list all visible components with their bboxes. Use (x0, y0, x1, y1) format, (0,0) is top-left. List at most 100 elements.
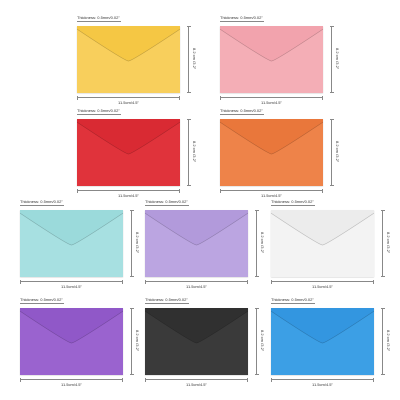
height-label: 8.2 cm /3.2" (135, 329, 140, 351)
width-dimension-line (220, 189, 323, 193)
flap-edge (271, 310, 374, 344)
thickness-label: Thickness: 0.5mm/0.02" (20, 199, 63, 204)
height-label: 8.2 cm /3.2" (260, 231, 265, 253)
height-dimension-line (255, 308, 259, 375)
height-dimension-line (130, 308, 134, 375)
flap-shape (271, 308, 374, 344)
height-dimension-line (381, 308, 385, 375)
envelope-body (220, 26, 323, 93)
envelope-body (77, 119, 180, 186)
envelope-body (20, 210, 123, 277)
thickness-leader-line (20, 303, 64, 304)
height-dimension-line (187, 26, 191, 93)
envelope-body (271, 210, 374, 277)
flap-edge (20, 310, 123, 344)
envelope-flap (20, 210, 123, 246)
height-dimension-line (130, 210, 134, 277)
thickness-label: Thickness: 0.5mm/0.02" (271, 297, 314, 302)
width-label: 11.5cm/4.5" (186, 382, 207, 387)
envelope-flap (77, 119, 180, 155)
thickness-leader-line (145, 303, 189, 304)
flap-edge (20, 212, 123, 246)
envelope-flap (220, 119, 323, 155)
flap-shape (271, 210, 374, 246)
flap-shape (20, 210, 123, 246)
flap-edge (77, 28, 180, 62)
flap-shape (220, 26, 323, 62)
width-label: 11.5cm/4.5" (312, 284, 333, 289)
width-dimension-line (20, 280, 123, 284)
height-label: 8.2 cm /3.2" (192, 47, 197, 69)
thickness-label: Thickness: 0.5mm/0.02" (77, 15, 120, 20)
width-dimension-line (271, 378, 374, 382)
thickness-label: Thickness: 0.5mm/0.02" (20, 297, 63, 302)
flap-edge (220, 121, 323, 155)
width-dimension-line (145, 280, 248, 284)
flap-shape (220, 119, 323, 155)
flap-edge (220, 28, 323, 62)
flap-shape (145, 308, 248, 344)
width-label: 11.5cm/4.5" (261, 193, 282, 198)
width-dimension-line (271, 280, 374, 284)
width-label: 11.5cm/4.5" (312, 382, 333, 387)
flap-shape (77, 119, 180, 155)
width-dimension-line (20, 378, 123, 382)
width-label: 11.5cm/4.5" (186, 284, 207, 289)
height-label: 8.2 cm /3.2" (335, 140, 340, 162)
height-label: 8.2 cm /3.2" (260, 329, 265, 351)
envelope-body (145, 308, 248, 375)
envelope-body (220, 119, 323, 186)
flap-shape (77, 26, 180, 62)
thickness-label: Thickness: 0.5mm/0.02" (145, 297, 188, 302)
height-dimension-line (330, 119, 334, 186)
width-dimension-line (220, 96, 323, 100)
envelope-flap (145, 210, 248, 246)
thickness-label: Thickness: 0.5mm/0.02" (145, 199, 188, 204)
width-label: 11.5cm/4.5" (61, 284, 82, 289)
height-label: 8.2 cm /3.2" (192, 140, 197, 162)
height-label: 8.2 cm /3.2" (135, 231, 140, 253)
width-label: 11.5cm/4.5" (118, 100, 139, 105)
flap-edge (145, 310, 248, 344)
thickness-label: Thickness: 0.5mm/0.02" (77, 108, 120, 113)
envelope-body (271, 308, 374, 375)
envelope-flap (220, 26, 323, 62)
width-dimension-line (145, 378, 248, 382)
height-dimension-line (381, 210, 385, 277)
height-dimension-line (187, 119, 191, 186)
height-label: 8.2 cm /3.2" (335, 47, 340, 69)
flap-edge (145, 212, 248, 246)
thickness-label: Thickness: 0.5mm/0.02" (220, 15, 263, 20)
envelope-flap (271, 210, 374, 246)
envelope-body (145, 210, 248, 277)
width-dimension-line (77, 189, 180, 193)
envelope-flap (20, 308, 123, 344)
width-label: 11.5cm/4.5" (118, 193, 139, 198)
thickness-leader-line (20, 205, 64, 206)
height-dimension-line (330, 26, 334, 93)
height-dimension-line (255, 210, 259, 277)
envelope-flap (77, 26, 180, 62)
thickness-leader-line (77, 21, 121, 22)
flap-edge (271, 212, 374, 246)
thickness-leader-line (220, 114, 264, 115)
flap-edge (77, 121, 180, 155)
thickness-leader-line (145, 205, 189, 206)
envelope-flap (145, 308, 248, 344)
thickness-label: Thickness: 0.5mm/0.02" (220, 108, 263, 113)
thickness-leader-line (271, 303, 315, 304)
height-label: 8.2 cm /3.2" (386, 329, 391, 351)
envelope-body (20, 308, 123, 375)
envelope-flap (271, 308, 374, 344)
thickness-leader-line (77, 114, 121, 115)
width-dimension-line (77, 96, 180, 100)
flap-shape (20, 308, 123, 344)
width-label: 11.5cm/4.5" (261, 100, 282, 105)
thickness-leader-line (271, 205, 315, 206)
thickness-label: Thickness: 0.5mm/0.02" (271, 199, 314, 204)
width-label: 11.5cm/4.5" (61, 382, 82, 387)
height-label: 8.2 cm /3.2" (386, 231, 391, 253)
thickness-leader-line (220, 21, 264, 22)
envelope-body (77, 26, 180, 93)
flap-shape (145, 210, 248, 246)
